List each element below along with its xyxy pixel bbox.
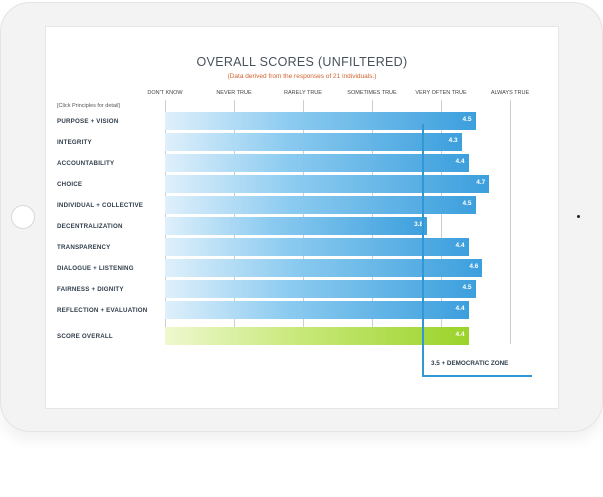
democratic-zone-label: 3.5 + DEMOCRATIC ZONE xyxy=(431,360,509,367)
x-tick-label: ALWAYS TRUE xyxy=(490,90,530,96)
chart-title: OVERALL SCORES (UNFILTERED) xyxy=(196,55,408,69)
principle-label[interactable]: ACCOUNTABILITY xyxy=(57,160,115,167)
x-tick-label: SOMETIMES TRUE xyxy=(347,90,397,96)
score-bar[interactable]: 4.5 xyxy=(165,280,476,298)
bar-value-label: 4.5 xyxy=(462,200,472,207)
principle-label[interactable]: PURPOSE + VISION xyxy=(57,118,119,125)
chart-screen: OVERALL SCORES (UNFILTERED) (Data derive… xyxy=(46,27,558,408)
score-overall-label: SCORE OVERALL xyxy=(57,333,113,340)
x-tick-label: NEVER TRUE xyxy=(216,90,252,96)
score-bar[interactable]: 4.4 xyxy=(165,154,469,172)
principle-label[interactable]: TRANSPARENCY xyxy=(57,244,111,251)
bar-value-label: 4.4 xyxy=(455,305,465,312)
bar-value-label: 4.5 xyxy=(462,284,472,291)
bar-value-label: 4.3 xyxy=(448,137,458,144)
tablet-frame: OVERALL SCORES (UNFILTERED) (Data derive… xyxy=(0,2,603,432)
principle-label[interactable]: INTEGRITY xyxy=(57,139,92,146)
principle-label[interactable]: INDIVIDUAL + COLLECTIVE xyxy=(57,202,144,209)
bar-value-label: 4.4 xyxy=(455,158,465,165)
democratic-zone-bracket xyxy=(422,375,532,377)
principle-label[interactable]: FAIRNESS + DIGNITY xyxy=(57,286,124,293)
score-bar[interactable]: 4.5 xyxy=(165,112,476,130)
bar-value-label: 3.8 xyxy=(414,221,424,228)
chart-subtitle: (Data derived from the responses of 21 i… xyxy=(227,73,377,80)
principle-label[interactable]: DIALOGUE + LISTENING xyxy=(57,265,134,272)
score-bar[interactable]: 4.7 xyxy=(165,175,490,193)
score-bar[interactable]: 4.6 xyxy=(165,259,483,277)
score-bar[interactable]: 4.5 xyxy=(165,196,476,214)
x-tick-label: DON'T KNOW xyxy=(147,90,183,96)
grid-line xyxy=(510,100,511,344)
bar-value-label: 4.6 xyxy=(469,263,479,270)
bar-value-label: 4.4 xyxy=(455,242,465,249)
score-bar[interactable]: 4.3 xyxy=(165,133,462,151)
principle-label[interactable]: CHOICE xyxy=(57,181,83,188)
home-button[interactable] xyxy=(11,205,35,229)
democratic-zone-line xyxy=(422,124,424,376)
score-bar[interactable]: 4.4 xyxy=(165,238,469,256)
principle-label[interactable]: DECENTRALIZATION xyxy=(57,223,123,230)
principle-label[interactable]: REFLECTION + EVALUATION xyxy=(57,307,148,314)
bar-value-label: 4.5 xyxy=(462,116,472,123)
bar-value-label: 4.7 xyxy=(476,179,486,186)
grid-line xyxy=(441,100,442,344)
overall-score-bar: 4.4 xyxy=(165,327,469,345)
click-hint: [Click Principles for detail] xyxy=(57,103,120,109)
camera-icon xyxy=(577,215,580,218)
x-tick-label: RARELY TRUE xyxy=(284,90,322,96)
score-bar[interactable]: 3.8 xyxy=(165,217,428,235)
score-bar[interactable]: 4.4 xyxy=(165,301,469,319)
x-tick-label: VERY OFTEN TRUE xyxy=(415,90,467,96)
bar-value-label: 4.4 xyxy=(455,331,465,338)
